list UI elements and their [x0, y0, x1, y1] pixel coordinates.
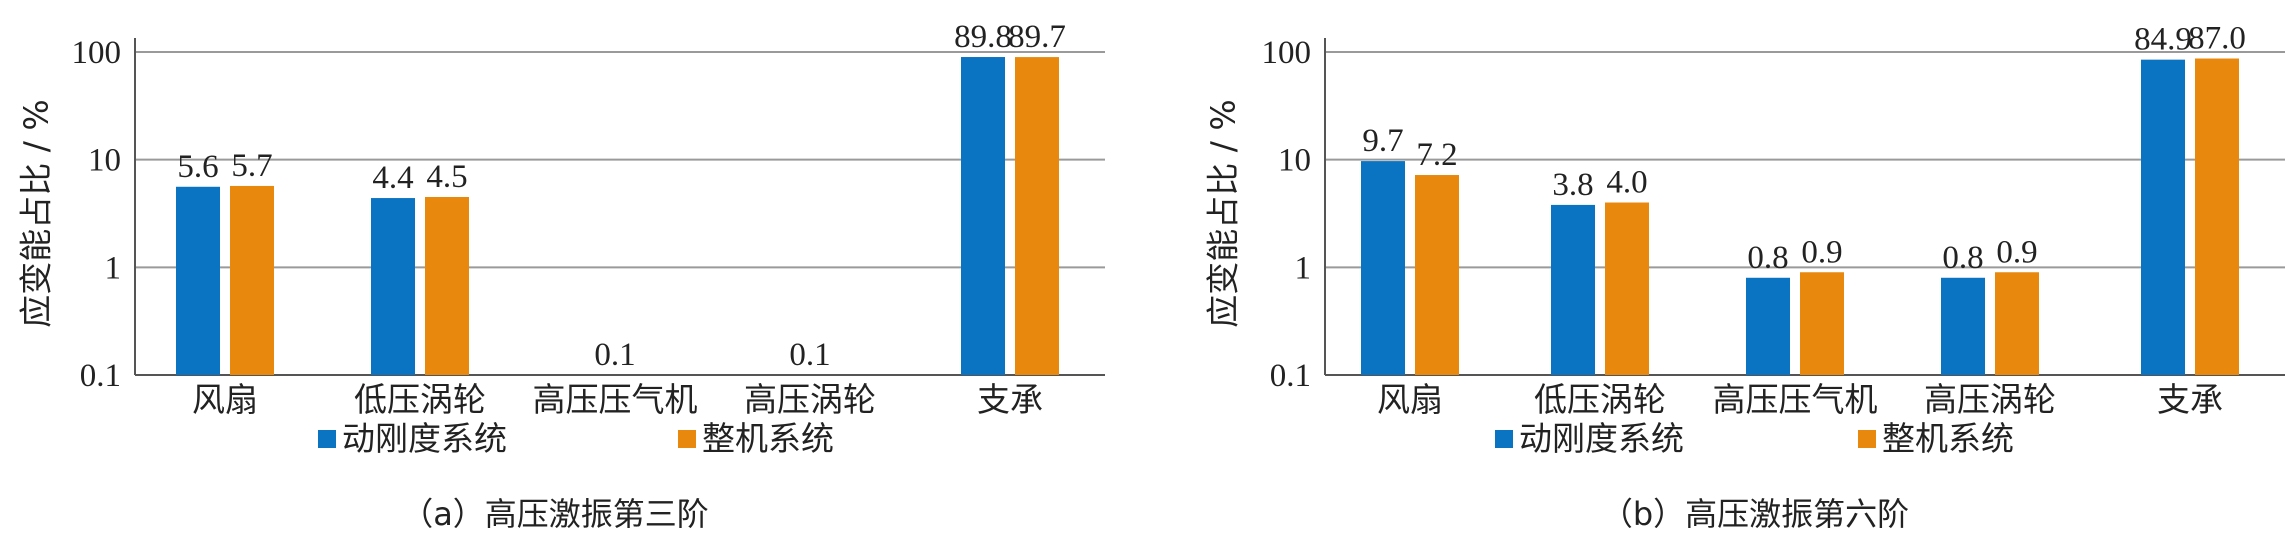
y-tick-label: 1 — [1295, 250, 1312, 286]
bar-dynamic-stiffness — [961, 57, 1005, 376]
bar-dynamic-stiffness — [371, 198, 415, 375]
bar-dynamic-stiffness — [2141, 59, 2185, 376]
y-axis-label: 应变能占比 / % — [17, 99, 56, 327]
data-label: 0.1 — [789, 337, 830, 373]
x-category-label: 高压压气机 — [1713, 380, 1878, 419]
chart-panel-b: 0.1 1 10 100 应变能占比 / % 9.7 7.2 风扇 3.8 4.0 低压涡轮 0.8 0… — [1204, 21, 2285, 533]
chart-panel-a: 0.1 1 10 100 应变能占比 / % 5.6 5.7 风扇 4.4 4.5 低压涡轮 0.1 高… — [17, 19, 1105, 533]
x-category-label: 高压涡轮 — [1924, 380, 2056, 419]
data-label: 5.7 — [231, 148, 272, 184]
bar-dynamic-stiffness — [1941, 277, 1985, 375]
data-label: 89.8 — [954, 19, 1012, 55]
x-category-label: 风扇 — [1377, 380, 1443, 419]
bar-dynamic-stiffness — [176, 186, 220, 375]
x-category-label: 低压涡轮 — [1534, 380, 1666, 419]
x-category-label: 低压涡轮 — [354, 380, 486, 419]
y-tick-label: 0.1 — [80, 358, 121, 394]
legend-swatch — [1495, 430, 1513, 448]
data-label: 0.9 — [1996, 234, 2037, 270]
data-label: 4.0 — [1606, 165, 1647, 201]
bar-dynamic-stiffness — [1551, 204, 1595, 375]
data-label: 4.4 — [372, 160, 413, 196]
x-category-label: 支承 — [2157, 380, 2223, 419]
y-axis-label: 应变能占比 / % — [1204, 99, 1243, 327]
data-label: 4.5 — [426, 159, 467, 195]
bar-dynamic-stiffness — [1361, 161, 1405, 375]
data-label: 0.8 — [1942, 240, 1983, 276]
data-label: 0.9 — [1801, 234, 1842, 270]
bar-whole-engine — [425, 197, 469, 375]
legend-label: 整机系统 — [1882, 419, 2014, 458]
bar-whole-engine — [2195, 58, 2239, 376]
data-label: 7.2 — [1416, 137, 1457, 173]
data-label: 84.9 — [2134, 22, 2192, 58]
legend-label: 动刚度系统 — [342, 419, 507, 458]
legend-label: 动刚度系统 — [1519, 419, 1684, 458]
panel-caption: （b）高压激振第六阶 — [1601, 495, 1909, 533]
x-category-label: 高压压气机 — [533, 380, 698, 419]
y-tick-label: 0.1 — [1270, 358, 1311, 394]
bar-whole-engine — [1995, 272, 2039, 375]
bar-whole-engine — [230, 185, 274, 375]
bar-whole-engine — [1605, 202, 1649, 375]
y-tick-label: 1 — [105, 250, 122, 286]
y-tick-label: 100 — [1262, 35, 1312, 71]
data-label: 0.8 — [1747, 240, 1788, 276]
x-category-label: 风扇 — [192, 380, 258, 419]
y-tick-label: 10 — [1278, 143, 1311, 179]
legend-label: 整机系统 — [702, 419, 834, 458]
y-tick-label: 100 — [72, 35, 122, 71]
x-category-label: 高压涡轮 — [744, 380, 876, 419]
bar-whole-engine — [1415, 175, 1459, 375]
data-label: 9.7 — [1362, 123, 1403, 159]
data-label: 3.8 — [1552, 167, 1593, 203]
x-category-label: 支承 — [977, 380, 1043, 419]
y-tick-label: 10 — [88, 143, 121, 179]
data-label: 89.7 — [1008, 19, 1066, 55]
legend-swatch — [318, 430, 336, 448]
bar-dynamic-stiffness — [1746, 277, 1790, 375]
data-label: 5.6 — [177, 149, 218, 185]
data-label: 0.1 — [594, 337, 635, 373]
bar-whole-engine — [1800, 272, 1844, 375]
bar-whole-engine — [1015, 57, 1059, 376]
panel-caption: （a）高压激振第三阶 — [401, 495, 709, 533]
legend-swatch — [1858, 430, 1876, 448]
legend-swatch — [678, 430, 696, 448]
data-label: 87.0 — [2188, 21, 2246, 57]
